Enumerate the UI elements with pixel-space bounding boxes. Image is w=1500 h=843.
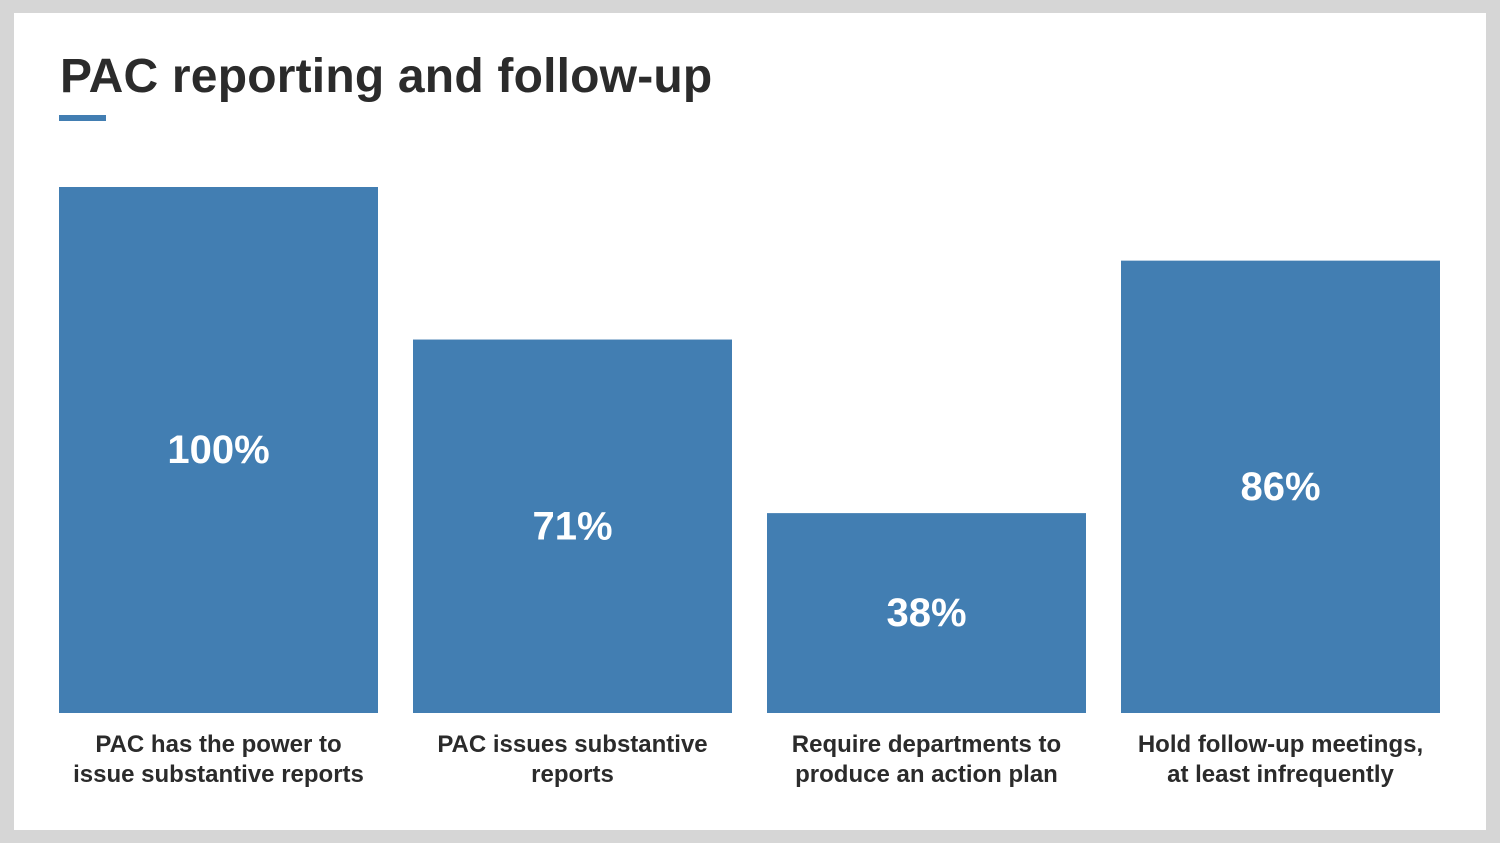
category-label-2: PAC issues substantive reports [403,730,743,790]
category-label-line: issue substantive reports [73,761,364,788]
category-label-line: Hold follow-up meetings, [1137,731,1424,758]
category-label-line: produce an action plan [795,761,1058,788]
category-label-4: Hold follow-up meetings, at least infrequ… [1111,730,1451,790]
bar-chart: 100% 71% 38% 86% [59,187,1440,713]
chart-card: PAC reporting and follow-up 100% 71% 38% 86… [14,13,1486,830]
category-label-line: PAC has the power to [95,731,342,758]
bar-value-label-3: 38% [886,591,966,635]
category-label-line: Require departments to [791,731,1062,758]
category-label-3: Require departments to produce an action … [757,730,1097,790]
bar-value-label-2: 71% [532,504,612,548]
bar-3 [767,513,1086,713]
bar-2 [413,339,732,713]
chart-title: PAC reporting and follow-up [60,50,713,103]
category-label-1: PAC has the power to issue substantive re… [49,730,389,790]
title-accent-bar [59,115,106,121]
bar-value-label-4: 86% [1240,465,1320,509]
category-label-line: reports [531,761,614,788]
bar-1 [59,187,378,713]
bar-4 [1121,260,1440,713]
bar-value-label-1: 100% [167,428,269,472]
category-label-line: at least infrequently [1167,761,1394,788]
category-label-line: PAC issues substantive [437,731,708,758]
